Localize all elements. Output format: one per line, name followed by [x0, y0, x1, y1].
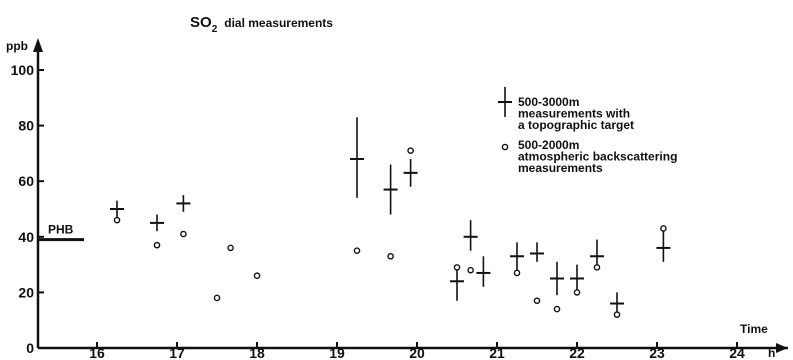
x-axis-label: Time — [740, 322, 768, 336]
series-backscatter — [113, 147, 667, 318]
backscatter-point — [227, 244, 234, 252]
legend-topographic-line: 500-3000m — [518, 95, 579, 109]
topographic-point — [590, 239, 604, 268]
backscatter-point — [467, 266, 474, 274]
backscatter-point — [513, 269, 521, 277]
backscatter-point — [407, 147, 414, 154]
y-tick-label: 60 — [18, 173, 34, 189]
backscatter-point — [613, 311, 621, 318]
y-tick-label: 20 — [18, 284, 34, 300]
y-tick-label: 80 — [18, 118, 34, 134]
topographic-point — [476, 256, 491, 287]
chart-title-rest: dial measurements — [224, 16, 333, 30]
x-tick-label: 22 — [569, 345, 585, 360]
x-tick-label: 17 — [169, 345, 185, 360]
legend-circle-marker — [501, 143, 509, 151]
topographic-point — [656, 231, 671, 262]
x-tick-label: 24 — [729, 345, 745, 360]
backscatter-point — [353, 247, 361, 254]
backscatter-point — [113, 216, 121, 224]
topographic-point — [150, 214, 164, 232]
topographic-point — [530, 242, 544, 262]
y-axis-label: ppb — [6, 39, 28, 53]
chart-title-subscript: 2 — [212, 24, 218, 35]
topographic-point — [570, 264, 584, 290]
x-tick-label: 23 — [649, 345, 665, 360]
legend-backscatter-line: atmospheric backscattering — [518, 150, 677, 164]
backscatter-point — [660, 225, 667, 232]
legend-topographic-line: a topographic target — [518, 118, 634, 132]
legend-topographic: 500-3000m measurements with a topographic … — [518, 95, 634, 132]
x-tick-label: 21 — [489, 345, 505, 360]
axes — [33, 38, 788, 353]
y-tick-label: 100 — [11, 62, 35, 78]
legend-backscatter-line: measurements — [518, 161, 603, 175]
legend-backscatter-line: 500-2000m — [518, 138, 579, 152]
backscatter-point — [180, 230, 187, 238]
topographic-point — [350, 117, 364, 198]
backscatter-point — [593, 264, 601, 271]
chart-title-main: SO — [190, 14, 212, 31]
x-tick-label: 16 — [89, 345, 105, 360]
y-tick-label: 0 — [26, 340, 34, 356]
backscatter-point — [253, 272, 261, 280]
x-axis-unit: h — [768, 346, 775, 360]
backscatter-point — [387, 252, 394, 260]
series-topographic — [110, 117, 671, 315]
y-tick-label: 40 — [18, 229, 34, 245]
chart-title: SO2 dial measurements — [190, 14, 333, 35]
backscatter-point — [213, 294, 221, 302]
legend-topographic-line: measurements with — [518, 107, 630, 121]
reference-line-group: PHB — [38, 223, 84, 242]
backscatter-point — [153, 241, 161, 249]
topographic-point — [610, 292, 624, 315]
topographic-point — [463, 220, 478, 251]
backscatter-point — [553, 305, 561, 313]
backscatter-point — [573, 289, 581, 296]
ticks: 0 20 40 60 80 100 16 17 18 19 20 21 22 23 24 — [11, 62, 745, 360]
phb-label: PHB — [48, 223, 74, 237]
topographic-point — [110, 200, 124, 218]
topographic-point — [383, 164, 398, 215]
backscatter-point — [453, 264, 461, 271]
x-tick-label: 19 — [329, 345, 345, 360]
x-tick-label: 20 — [409, 345, 425, 360]
topographic-point — [550, 261, 564, 296]
topographic-point — [510, 242, 524, 271]
topographic-point — [403, 158, 418, 187]
y-axis-arrow — [33, 38, 43, 52]
legend-backscatter: 500-2000m atmospheric backscattering measu… — [518, 138, 677, 175]
topographic-point — [176, 195, 191, 212]
legend: 500-3000m measurements with a topographic … — [498, 87, 677, 175]
x-tick-label: 18 — [249, 345, 265, 360]
backscatter-point — [533, 297, 541, 305]
x-axis-arrow — [776, 343, 788, 353]
